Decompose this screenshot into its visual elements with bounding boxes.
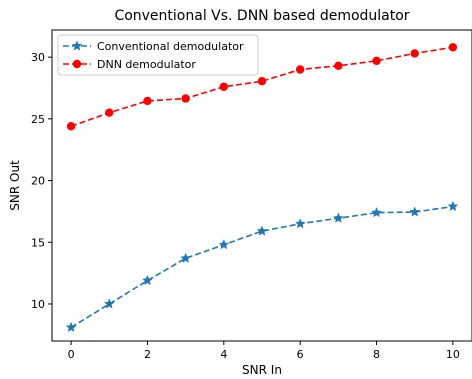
legend-box <box>57 34 259 76</box>
series-line-0 <box>70 205 454 329</box>
data-point-1-7 <box>334 61 343 70</box>
data-point-1-8 <box>372 56 381 66</box>
x-tick-label: 2 <box>144 348 151 361</box>
data-point-0-9 <box>409 206 421 217</box>
data-point-1-10 <box>448 43 458 52</box>
legend-marker-0 <box>71 40 83 51</box>
y-tick-label: 20 <box>31 175 45 188</box>
x-tick-label: 0 <box>68 348 75 361</box>
x-axis-label: SNR In <box>242 363 282 377</box>
data-point-1-4 <box>219 82 229 91</box>
legend: Conventional demodulator DNN demodulator <box>57 34 259 76</box>
y-tick-label: 15 <box>31 236 45 249</box>
y-axis: 10 15 20 25 30 <box>31 51 52 311</box>
plot-area <box>65 43 459 333</box>
data-point-1-3 <box>181 94 190 103</box>
data-point-0-5 <box>256 225 268 236</box>
data-point-1-0 <box>66 122 76 131</box>
data-point-0-10 <box>447 200 459 212</box>
x-tick-label: 4 <box>220 348 227 361</box>
series-line-1 <box>70 46 454 128</box>
y-axis-label: SNR Out <box>8 160 22 211</box>
data-point-0-1 <box>103 298 115 309</box>
data-point-1-1 <box>105 108 114 117</box>
data-point-0-7 <box>332 212 344 223</box>
chart-title: Conventional Vs. DNN based demodulator <box>114 8 409 24</box>
data-point-0-0 <box>65 321 77 333</box>
data-point-1-5 <box>257 77 267 86</box>
data-point-0-8 <box>371 206 382 218</box>
axes-frame <box>51 29 472 342</box>
data-point-1-2 <box>143 96 152 106</box>
x-axis: 0 2 4 6 8 10 <box>68 341 460 361</box>
data-point-0-3 <box>180 252 192 263</box>
y-tick-label: 30 <box>31 51 45 64</box>
data-point-0-6 <box>294 218 306 229</box>
legend-label-1: DNN demodulator <box>97 58 196 71</box>
legend-label-0: Conventional demodulator <box>97 40 244 53</box>
data-point-1-9 <box>410 49 419 58</box>
data-point-0-4 <box>218 239 230 250</box>
y-tick-label: 10 <box>31 298 45 311</box>
data-point-1-6 <box>295 65 305 74</box>
x-tick-label: 8 <box>373 348 380 361</box>
data-point-0-2 <box>142 274 153 286</box>
legend-marker-1 <box>72 59 82 69</box>
x-tick-label: 10 <box>446 348 460 361</box>
y-tick-label: 25 <box>31 113 45 126</box>
x-tick-label: 6 <box>297 348 304 361</box>
